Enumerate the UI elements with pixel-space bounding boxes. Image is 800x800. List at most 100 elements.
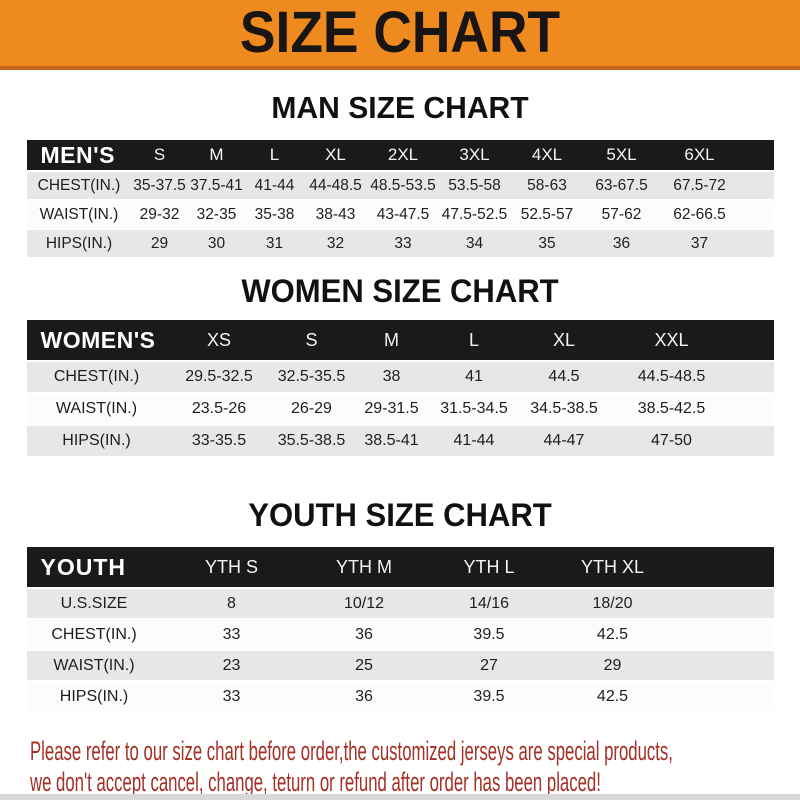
size-value-cell: 30 bbox=[187, 230, 246, 257]
size-value-cell: 31.5-34.5 bbox=[431, 394, 517, 424]
spacer-cell bbox=[731, 320, 774, 360]
size-value-cell: 41 bbox=[431, 362, 517, 392]
row-label: HIPS(IN.) bbox=[26, 230, 132, 257]
size-table: YOUTH YTH S YTH M YTH L YTH XL U.S.SIZE 8 10/12… bbox=[26, 545, 774, 713]
spacer-cell bbox=[673, 589, 774, 618]
youth-size-table: YOUTH YTH S YTH M YTH L YTH XL U.S.SIZE 8 10/12… bbox=[0, 545, 800, 713]
size-column-header: XS bbox=[166, 320, 272, 360]
row-label: HIPS(IN.) bbox=[26, 682, 162, 711]
size-column-header: 2XL bbox=[367, 140, 439, 170]
man-size-chart-section: MAN SIZE CHART MEN'S S M L XL 2XL 3XL 4XL 5XL 6XL… bbox=[0, 88, 800, 259]
size-column-header: 3XL bbox=[438, 140, 511, 170]
youth-size-chart-section: YOUTH SIZE CHART YOUTH YTH S YTH M YTH L YTH… bbox=[0, 496, 800, 713]
spacer-cell bbox=[673, 547, 774, 587]
size-column-header: M bbox=[351, 320, 432, 360]
table-group-label: YOUTH bbox=[26, 547, 162, 587]
size-value-cell: 25 bbox=[301, 651, 427, 680]
size-column-header: S bbox=[131, 140, 188, 170]
size-chart-banner: SIZE CHART bbox=[0, 0, 800, 70]
size-value-cell: 44.5 bbox=[516, 362, 612, 392]
size-value-cell: 52.5-57 bbox=[510, 201, 584, 228]
youth-section-title: YOUTH SIZE CHART bbox=[248, 497, 552, 533]
size-value-cell: 39.5 bbox=[426, 682, 552, 711]
spacer-cell bbox=[673, 620, 774, 649]
size-value-cell: 23.5-26 bbox=[166, 394, 272, 424]
size-value-cell: 37 bbox=[659, 230, 740, 257]
size-value-cell: 35.5-38.5 bbox=[271, 426, 352, 456]
size-column-header: M bbox=[187, 140, 246, 170]
size-column-header: 6XL bbox=[659, 140, 740, 170]
size-column-header: YTH M bbox=[301, 547, 427, 587]
row-label: CHEST(IN.) bbox=[26, 172, 132, 199]
size-column-header: S bbox=[271, 320, 352, 360]
size-value-cell: 41-44 bbox=[245, 172, 304, 199]
size-value-cell: 44-47 bbox=[516, 426, 612, 456]
size-value-cell: 42.5 bbox=[551, 620, 674, 649]
size-value-cell: 36 bbox=[301, 620, 427, 649]
table-row: WAIST(IN.) 23.5-26 26-29 29-31.5 31.5-34.5 34… bbox=[26, 394, 774, 424]
size-value-cell: 38.5-42.5 bbox=[611, 394, 732, 424]
size-value-cell: 23 bbox=[161, 651, 302, 680]
size-column-header: 4XL bbox=[510, 140, 584, 170]
table-row: WAIST(IN.) 23 25 27 29 bbox=[26, 651, 774, 680]
spacer-cell bbox=[731, 394, 774, 424]
table-row: WAIST(IN.) 29-32 32-35 35-38 38-43 43-47.5 47.… bbox=[26, 201, 774, 228]
men-size-table: MEN'S S M L XL 2XL 3XL 4XL 5XL 6XL CHEST(IN.) 35-37… bbox=[0, 138, 800, 259]
size-column-header: 5XL bbox=[583, 140, 660, 170]
size-value-cell: 41-44 bbox=[431, 426, 517, 456]
size-value-cell: 32.5-35.5 bbox=[271, 362, 352, 392]
size-value-cell: 34.5-38.5 bbox=[516, 394, 612, 424]
size-value-cell: 44.5-48.5 bbox=[611, 362, 732, 392]
size-value-cell: 18/20 bbox=[551, 589, 674, 618]
spacer-cell bbox=[739, 140, 774, 170]
size-value-cell: 33-35.5 bbox=[166, 426, 272, 456]
size-column-header: XXL bbox=[611, 320, 732, 360]
spacer-cell bbox=[673, 682, 774, 711]
table-header-row: WOMEN'S XS S M L XL XXL bbox=[26, 320, 774, 360]
size-value-cell: 53.5-58 bbox=[438, 172, 511, 199]
table-row: CHEST(IN.) 33 36 39.5 42.5 bbox=[26, 620, 774, 649]
table-row: HIPS(IN.) 29 30 31 32 33 34 35 36 37 bbox=[26, 230, 774, 257]
bottom-edge-strip bbox=[0, 794, 800, 800]
page-title: SIZE CHART bbox=[239, 0, 561, 65]
table-group-label: WOMEN'S bbox=[26, 320, 167, 360]
size-column-header: YTH L bbox=[426, 547, 552, 587]
size-value-cell: 36 bbox=[583, 230, 660, 257]
table-row: CHEST(IN.) 29.5-32.5 32.5-35.5 38 41 44.5 44.5… bbox=[26, 362, 774, 392]
size-value-cell: 44-48.5 bbox=[303, 172, 368, 199]
size-value-cell: 38.5-41 bbox=[351, 426, 432, 456]
man-section-title: MAN SIZE CHART bbox=[271, 90, 529, 125]
women-size-table: WOMEN'S XS S M L XL XXL CHEST(IN.) 29.5-32.5 32.5… bbox=[0, 318, 800, 458]
size-value-cell: 36 bbox=[301, 682, 427, 711]
size-value-cell: 35-37.5 bbox=[131, 172, 188, 199]
row-label: CHEST(IN.) bbox=[26, 620, 162, 649]
size-column-header: YTH XL bbox=[551, 547, 674, 587]
size-value-cell: 38-43 bbox=[303, 201, 368, 228]
size-value-cell: 35-38 bbox=[245, 201, 304, 228]
size-value-cell: 29 bbox=[551, 651, 674, 680]
spacer-cell bbox=[731, 426, 774, 456]
size-value-cell: 35 bbox=[510, 230, 584, 257]
size-value-cell: 47.5-52.5 bbox=[438, 201, 511, 228]
table-header-row: YOUTH YTH S YTH M YTH L YTH XL bbox=[26, 547, 774, 587]
table-header-row: MEN'S S M L XL 2XL 3XL 4XL 5XL 6XL bbox=[26, 140, 774, 170]
size-value-cell: 62-66.5 bbox=[659, 201, 740, 228]
row-label: WAIST(IN.) bbox=[26, 201, 132, 228]
size-table: MEN'S S M L XL 2XL 3XL 4XL 5XL 6XL CHEST(IN.) 35-37… bbox=[26, 138, 774, 259]
row-label: WAIST(IN.) bbox=[26, 651, 162, 680]
size-value-cell: 8 bbox=[161, 589, 302, 618]
size-value-cell: 63-67.5 bbox=[583, 172, 660, 199]
size-value-cell: 27 bbox=[426, 651, 552, 680]
size-value-cell: 39.5 bbox=[426, 620, 552, 649]
size-value-cell: 47-50 bbox=[611, 426, 732, 456]
row-label: CHEST(IN.) bbox=[26, 362, 167, 392]
size-value-cell: 57-62 bbox=[583, 201, 660, 228]
size-value-cell: 14/16 bbox=[426, 589, 552, 618]
size-column-header: XL bbox=[516, 320, 612, 360]
table-row: HIPS(IN.) 33 36 39.5 42.5 bbox=[26, 682, 774, 711]
size-value-cell: 29 bbox=[131, 230, 188, 257]
size-value-cell: 31 bbox=[245, 230, 304, 257]
size-column-header: L bbox=[431, 320, 517, 360]
disclaimer-line-1: Please refer to our size chart before or… bbox=[30, 736, 673, 766]
size-value-cell: 33 bbox=[367, 230, 439, 257]
